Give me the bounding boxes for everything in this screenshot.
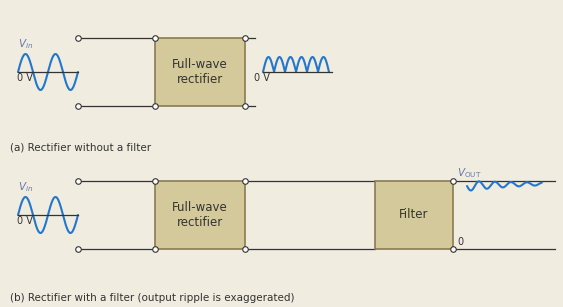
Text: 0 V: 0 V	[17, 216, 33, 226]
FancyBboxPatch shape	[155, 38, 245, 106]
FancyBboxPatch shape	[155, 181, 245, 249]
Text: Full-wave
rectifier: Full-wave rectifier	[172, 201, 228, 229]
Text: 0 V: 0 V	[17, 73, 33, 83]
Text: (b) Rectifier with a filter (output ripple is exaggerated): (b) Rectifier with a filter (output ripp…	[10, 293, 294, 303]
Text: Filter: Filter	[399, 208, 429, 221]
Text: (a) Rectifier without a filter: (a) Rectifier without a filter	[10, 143, 151, 153]
Text: Full-wave
rectifier: Full-wave rectifier	[172, 58, 228, 86]
Text: $V_{in}$: $V_{in}$	[18, 180, 33, 194]
Text: 0 V: 0 V	[254, 73, 270, 83]
FancyBboxPatch shape	[375, 181, 453, 249]
Text: $V_{in}$: $V_{in}$	[18, 37, 33, 51]
Text: $V_{\rm OUT}$: $V_{\rm OUT}$	[457, 166, 481, 180]
Text: 0: 0	[457, 237, 463, 247]
